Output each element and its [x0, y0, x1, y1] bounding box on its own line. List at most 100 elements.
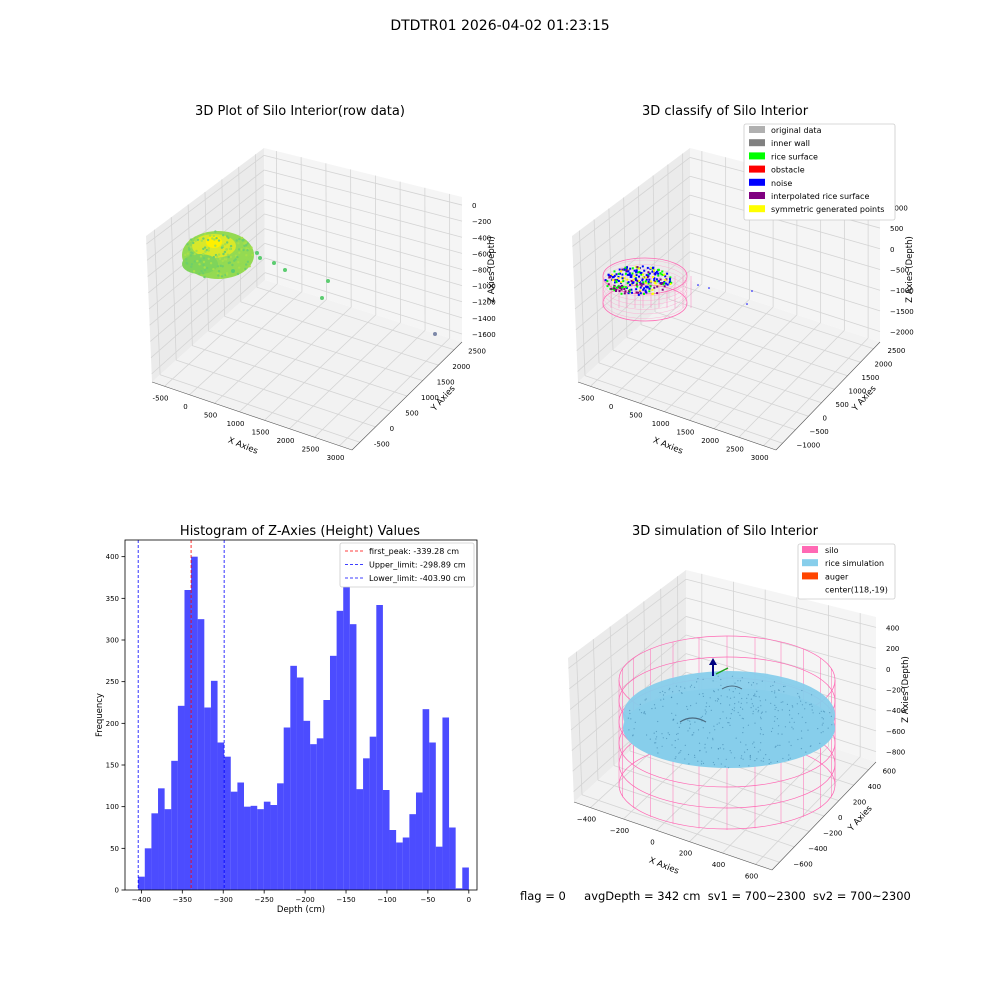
classify-point	[607, 283, 610, 286]
sim-rice-point	[687, 708, 689, 710]
sim-rice-point	[714, 729, 716, 731]
classify-point	[647, 282, 650, 285]
raw-point	[228, 247, 232, 251]
raw-ygrid	[208, 330, 408, 397]
raw-point	[192, 270, 196, 273]
classify-point	[666, 272, 669, 275]
sim-rice-point	[705, 751, 707, 753]
raw-point	[212, 255, 215, 259]
sim-rice-point	[745, 744, 747, 746]
classify-point	[669, 283, 672, 285]
raw-point	[199, 259, 202, 262]
sim-rice-point	[690, 684, 693, 686]
sim-rice-point	[765, 754, 767, 756]
classify-zgrid	[572, 157, 691, 247]
classify-point	[633, 275, 636, 278]
sim-rice-point	[770, 730, 773, 733]
classify-legend-label: original data	[771, 126, 822, 135]
classify-point	[627, 281, 630, 284]
classify-point	[645, 276, 647, 279]
sim-rice-point	[705, 711, 707, 713]
classify-point	[625, 286, 627, 289]
sim-rice-point	[678, 752, 680, 754]
sim-rice-point	[726, 696, 728, 698]
classify-legend-label: symmetric generated points	[771, 205, 884, 214]
raw-zgrid	[151, 272, 266, 375]
raw-ztick-label: −800	[472, 267, 491, 275]
raw-ztick-label: −400	[472, 234, 491, 242]
classify-point	[620, 286, 623, 289]
classify-point	[645, 291, 648, 294]
classify-point	[651, 288, 654, 291]
sim-rice-point	[752, 713, 754, 715]
classify-point	[629, 284, 632, 286]
raw-ygrid	[240, 301, 439, 366]
sim-zgrid	[569, 597, 687, 690]
histogram-ytick-label: 250	[106, 678, 119, 686]
sim-rice-point	[657, 752, 659, 754]
classify-left-pane	[572, 148, 690, 382]
raw-point	[202, 247, 205, 251]
raw-zgrid	[264, 242, 463, 303]
sim-rice-point	[822, 722, 824, 724]
raw-xtick-label: 2000	[277, 437, 295, 445]
sim-rice-point	[783, 685, 785, 688]
classify-point	[625, 267, 628, 270]
sim-rice-point	[688, 763, 690, 765]
sim-ylabel: Y Axies	[846, 803, 875, 834]
histogram-bar	[449, 827, 456, 890]
sim-rice-point	[811, 709, 813, 711]
sim-rice-point	[713, 764, 716, 766]
sim-rice-point	[676, 703, 678, 705]
sim-rice-point	[697, 760, 699, 762]
raw-ytick-label: 2500	[468, 348, 486, 356]
classify-ygrid	[584, 375, 783, 444]
histogram-bar	[217, 742, 225, 890]
sim-rice-point	[722, 744, 724, 746]
sim-rice-point	[732, 691, 734, 693]
sim-rice-point	[686, 705, 688, 708]
classify-point	[660, 283, 663, 286]
histogram-ytick-label: 50	[110, 845, 119, 853]
histogram-bar	[250, 805, 258, 890]
classify-point	[620, 288, 623, 291]
sim-rice-point	[714, 700, 717, 702]
histogram-bar	[177, 705, 185, 890]
sim-rice-point	[800, 730, 803, 732]
classify-point	[653, 277, 656, 280]
classify-point	[617, 277, 620, 280]
sim-rice-point	[689, 720, 691, 722]
classify-point	[657, 274, 660, 277]
classify-noise-point	[746, 303, 748, 305]
classify-point	[622, 280, 625, 283]
classify-xtick-label: 1500	[676, 428, 694, 436]
raw-point	[217, 253, 221, 256]
classify-point	[635, 274, 638, 277]
raw-point	[188, 248, 191, 251]
sim-rice-point	[740, 741, 742, 743]
classify-xgrid	[614, 291, 726, 396]
figure-title: DTDTR01 2026-04-02 01:23:15	[390, 18, 610, 34]
classify-ygrid	[612, 349, 809, 417]
raw-point	[203, 275, 206, 279]
sim-rice-point	[820, 710, 822, 712]
histogram-plot: −400 −350 −300 −250 −200 −150 −100 −50 0 0 50 100 15…	[95, 539, 478, 915]
raw-zgrid	[264, 198, 463, 254]
raw-point	[215, 237, 218, 240]
classify-point	[639, 292, 642, 295]
classify-point	[615, 273, 618, 276]
sim-rice-point	[697, 678, 699, 680]
classify-xgrid	[639, 299, 750, 404]
sim-rice-point	[689, 723, 692, 725]
sim-rice-point	[694, 754, 696, 757]
classify-zgrid	[689, 213, 881, 270]
sim-zgrid	[685, 578, 877, 628]
classify-point	[639, 289, 642, 292]
sim-rice-point	[710, 747, 713, 749]
classify-point	[609, 275, 611, 278]
histogram-bar	[138, 876, 145, 890]
histogram-title: Histogram of Z-Axies (Height) Values	[179, 524, 421, 539]
sim-rice-point	[706, 702, 708, 704]
raw-point	[212, 268, 215, 271]
sim-rice-point	[689, 727, 691, 729]
